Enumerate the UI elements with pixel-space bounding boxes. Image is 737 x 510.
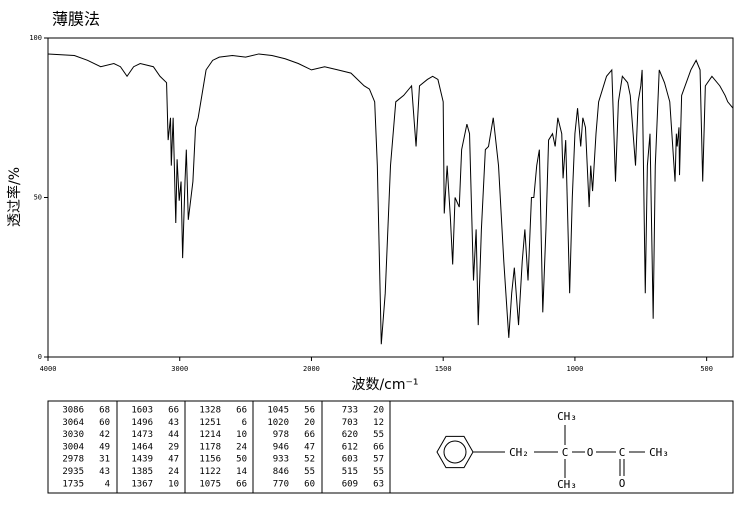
peak-transmittance: 66 (373, 442, 384, 452)
peak-wavenumber: 515 (342, 467, 358, 477)
y-tick-label: 0 (38, 353, 42, 361)
peak-wavenumber: 3004 (62, 442, 84, 452)
peak-wavenumber: 609 (342, 479, 358, 489)
peak-wavenumber: 1603 (131, 406, 153, 416)
peak-wavenumber: 1075 (199, 479, 221, 489)
peak-wavenumber: 1156 (199, 455, 221, 465)
atom-label: CH₂ (509, 446, 529, 459)
peak-wavenumber: 612 (342, 442, 358, 452)
peak-transmittance: 29 (168, 442, 179, 452)
spectrum-line (47, 53, 734, 345)
peak-transmittance: 60 (304, 479, 315, 489)
atom-label: CH₃ (557, 410, 577, 423)
peak-transmittance: 24 (236, 442, 247, 452)
peak-wavenumber: 1251 (199, 418, 221, 428)
aromatic-circle (443, 440, 467, 464)
atom-label: CH₃ (649, 446, 669, 459)
y-tick-label: 100 (29, 34, 42, 42)
atom-label: C (619, 446, 626, 459)
peak-wavenumber: 3086 (62, 406, 84, 416)
peak-wavenumber: 1385 (131, 467, 153, 477)
peak-wavenumber: 1464 (131, 442, 153, 452)
peak-transmittance: 47 (168, 455, 179, 465)
y-tick-label: 50 (34, 194, 42, 202)
peak-transmittance: 10 (236, 430, 247, 440)
peak-transmittance: 55 (304, 467, 315, 477)
peak-wavenumber: 846 (273, 467, 289, 477)
peak-wavenumber: 933 (273, 455, 289, 465)
peak-transmittance: 55 (373, 430, 384, 440)
benzene-ring (436, 435, 474, 469)
peak-transmittance: 66 (236, 406, 247, 416)
peak-wavenumber: 1735 (62, 479, 84, 489)
peak-wavenumber: 1122 (199, 467, 221, 477)
peak-transmittance: 66 (236, 479, 247, 489)
peak-wavenumber: 1328 (199, 406, 221, 416)
atom-label: C (562, 446, 569, 459)
x-tick-label: 1500 (435, 365, 452, 373)
peak-wavenumber: 1367 (131, 479, 153, 489)
peak-transmittance: 56 (304, 406, 315, 416)
peak-transmittance: 68 (99, 406, 110, 416)
x-tick-label: 2000 (303, 365, 320, 373)
peak-wavenumber: 1045 (267, 406, 289, 416)
atom-label: CH₃ (557, 478, 577, 491)
atom-label: O (587, 446, 594, 459)
peak-transmittance: 44 (168, 430, 179, 440)
peak-wavenumber: 1473 (131, 430, 153, 440)
peak-wavenumber: 603 (342, 455, 358, 465)
peak-transmittance: 66 (168, 406, 179, 416)
peak-transmittance: 10 (168, 479, 179, 489)
structure (436, 425, 645, 478)
peak-transmittance: 60 (99, 418, 110, 428)
peak-wavenumber: 3064 (62, 418, 84, 428)
peak-transmittance: 63 (373, 479, 384, 489)
x-tick-label: 4000 (40, 365, 57, 373)
peak-wavenumber: 3030 (62, 430, 84, 440)
peak-transmittance: 20 (304, 418, 315, 428)
peak-transmittance: 12 (373, 418, 384, 428)
peak-transmittance: 14 (236, 467, 247, 477)
peak-transmittance: 49 (99, 442, 110, 452)
x-tick-label: 500 (700, 365, 713, 373)
peak-wavenumber: 770 (273, 479, 289, 489)
peak-wavenumber: 620 (342, 430, 358, 440)
peak-wavenumber: 2935 (62, 467, 84, 477)
peak-transmittance: 55 (373, 467, 384, 477)
peak-wavenumber: 733 (342, 406, 358, 416)
chart-title: 薄膜法 (52, 10, 100, 29)
peak-transmittance: 42 (99, 430, 110, 440)
peak-wavenumber: 946 (273, 442, 289, 452)
peak-wavenumber: 1178 (199, 442, 221, 452)
x-tick-label: 3000 (171, 365, 188, 373)
peak-transmittance: 47 (304, 442, 315, 452)
peak-transmittance: 24 (168, 467, 179, 477)
plot-frame (47, 37, 734, 358)
peak-wavenumber: 2978 (62, 455, 84, 465)
peak-wavenumber: 1496 (131, 418, 153, 428)
peak-wavenumber: 1020 (267, 418, 289, 428)
peak-wavenumber: 703 (342, 418, 358, 428)
peak-table (47, 400, 734, 494)
peak-wavenumber: 1439 (131, 455, 153, 465)
peak-transmittance: 6 (242, 418, 247, 428)
y-axis-label: 透过率/% (6, 167, 23, 227)
atom-label: O (619, 477, 626, 490)
peak-transmittance: 66 (304, 430, 315, 440)
peak-transmittance: 50 (236, 455, 247, 465)
peak-wavenumber: 978 (273, 430, 289, 440)
peak-transmittance: 31 (99, 455, 110, 465)
x-axis-label: 波数/cm⁻¹ (351, 377, 418, 393)
x-tick-label: 1000 (566, 365, 583, 373)
peak-wavenumber: 1214 (199, 430, 221, 440)
peak-transmittance: 52 (304, 455, 315, 465)
peak-transmittance: 43 (168, 418, 179, 428)
peak-transmittance: 43 (99, 467, 110, 477)
peak-transmittance: 20 (373, 406, 384, 416)
peak-transmittance: 57 (373, 455, 384, 465)
peak-transmittance: 4 (105, 479, 110, 489)
